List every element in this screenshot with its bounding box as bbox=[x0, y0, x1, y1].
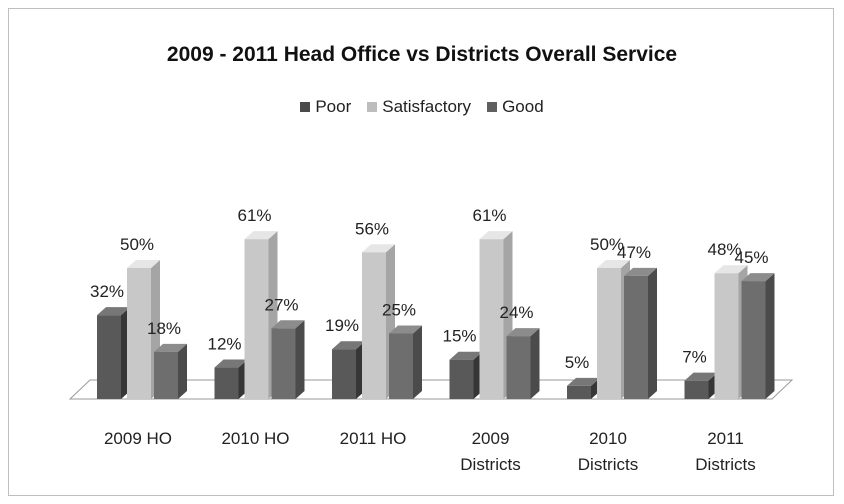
label-good-4: 24% bbox=[499, 303, 533, 322]
bar-good-5-top bbox=[624, 267, 657, 276]
bar-good-1-top bbox=[154, 343, 187, 352]
category-label-5-line-2: Districts bbox=[578, 455, 638, 474]
bar-good-1 bbox=[154, 351, 178, 399]
bar-good-3-top bbox=[389, 325, 422, 334]
bar-good-4-top bbox=[506, 328, 540, 337]
legend-label-poor: Poor bbox=[315, 97, 352, 116]
bar-satisfactory-1-top bbox=[127, 260, 160, 268]
bar-poor-2-top bbox=[214, 359, 248, 368]
bar-satisfactory-4 bbox=[479, 239, 504, 399]
category-label-2: 2010 HO bbox=[221, 429, 289, 448]
label-good-2: 27% bbox=[264, 295, 298, 314]
bar-poor-6-top bbox=[684, 372, 718, 381]
bar-poor-4-top bbox=[449, 351, 483, 360]
legend-item-poor: Poor bbox=[300, 97, 351, 117]
bar-satisfactory-5 bbox=[597, 268, 621, 399]
bar-good-6-side bbox=[765, 273, 775, 399]
chart-legend: Poor Satisfactory Good bbox=[9, 97, 835, 117]
label-satisfactory-3: 56% bbox=[355, 219, 389, 238]
bar-good-6 bbox=[741, 281, 766, 399]
bar-satisfactory-6-top bbox=[714, 265, 748, 274]
label-poor-4: 15% bbox=[442, 327, 476, 346]
label-poor-6: 7% bbox=[682, 348, 707, 367]
bar-poor-5 bbox=[567, 385, 591, 399]
bar-poor-1 bbox=[97, 315, 121, 399]
bar-satisfactory-2 bbox=[244, 239, 269, 399]
label-satisfactory-1: 50% bbox=[120, 235, 154, 254]
bar-satisfactory-3-top bbox=[362, 244, 395, 253]
category-label-1: 2009 HO bbox=[104, 429, 172, 448]
bar-good-2 bbox=[271, 328, 296, 399]
bar-poor-6 bbox=[684, 380, 709, 399]
bar-satisfactory-2-top bbox=[244, 231, 278, 240]
bar-good-4-side bbox=[530, 328, 540, 399]
category-label-4-line-1: 2009 bbox=[472, 429, 510, 448]
label-poor-2: 12% bbox=[207, 335, 241, 354]
bar-good-1-side bbox=[178, 343, 187, 399]
legend-item-good: Good bbox=[487, 97, 544, 117]
label-poor-5: 5% bbox=[565, 353, 590, 372]
category-label-6-line-1: 2011 bbox=[707, 429, 744, 448]
label-poor-3: 19% bbox=[325, 316, 359, 335]
chart-frame: 2009 - 2011 Head Office vs Districts Ove… bbox=[8, 8, 834, 496]
label-poor-1: 32% bbox=[90, 282, 124, 301]
bar-poor-1-top bbox=[97, 307, 130, 316]
bar-poor-4 bbox=[449, 359, 474, 399]
bar-good-3 bbox=[389, 333, 413, 399]
label-good-3: 25% bbox=[382, 301, 416, 320]
label-satisfactory-6: 48% bbox=[707, 240, 741, 259]
bar-satisfactory-6 bbox=[714, 273, 739, 399]
bar-good-4 bbox=[506, 336, 531, 399]
bar-good-5 bbox=[624, 275, 648, 399]
category-label-6-line-2: Districts bbox=[695, 455, 755, 474]
bar-poor-5-top bbox=[567, 377, 600, 386]
label-satisfactory-2: 61% bbox=[237, 206, 271, 225]
bar-satisfactory-4-top bbox=[479, 231, 513, 240]
label-satisfactory-5: 50% bbox=[590, 235, 624, 254]
chart-title: 2009 - 2011 Head Office vs Districts Ove… bbox=[166, 43, 678, 66]
legend-label-good: Good bbox=[502, 97, 544, 116]
bar-poor-3-top bbox=[332, 341, 365, 350]
label-good-5: 47% bbox=[617, 243, 651, 262]
bar-good-2-top bbox=[271, 320, 305, 329]
label-good-1: 18% bbox=[147, 319, 181, 338]
bar-good-6-top bbox=[741, 273, 775, 282]
bar-good-5-side bbox=[648, 267, 657, 399]
legend-swatch-poor bbox=[300, 102, 311, 112]
bar-good-3-side bbox=[413, 325, 422, 399]
label-satisfactory-4: 61% bbox=[472, 206, 506, 225]
bar-good-2-side bbox=[295, 320, 305, 399]
legend-item-satisfactory: Satisfactory bbox=[367, 97, 471, 117]
legend-label-satisfactory: Satisfactory bbox=[382, 97, 472, 116]
label-good-6: 45% bbox=[734, 248, 768, 267]
bar-satisfactory-1 bbox=[127, 268, 151, 399]
bar-satisfactory-5-top bbox=[597, 260, 630, 268]
bar-satisfactory-3 bbox=[362, 252, 386, 399]
category-label-3: 2011 HO bbox=[340, 429, 407, 448]
legend-swatch-good bbox=[487, 102, 498, 112]
category-label-4-line-2: Districts bbox=[460, 455, 520, 474]
legend-swatch-satisfactory bbox=[367, 102, 378, 112]
bar-poor-3 bbox=[332, 349, 356, 399]
bar-poor-2 bbox=[214, 367, 239, 399]
category-label-5-line-1: 2010 bbox=[589, 429, 627, 448]
